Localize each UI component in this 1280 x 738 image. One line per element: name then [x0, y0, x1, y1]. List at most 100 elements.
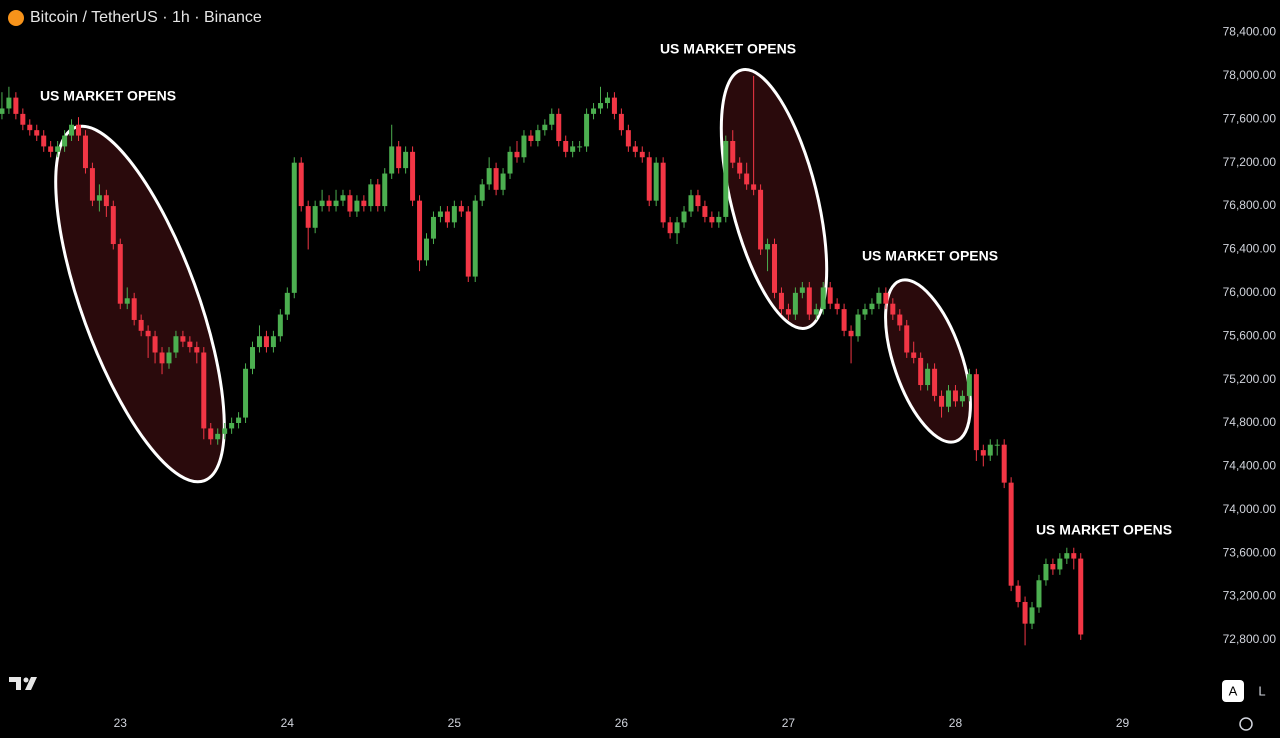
candle-body	[792, 292, 798, 315]
candle-body	[737, 162, 743, 174]
annotation: US MARKET OPENS	[1036, 522, 1172, 538]
candle-body	[674, 222, 680, 234]
candle-body	[291, 162, 297, 293]
candle-body	[13, 97, 19, 114]
candle-body	[1050, 564, 1056, 570]
candle-body	[270, 336, 276, 348]
candle-body	[827, 287, 833, 304]
candle-body	[980, 450, 986, 456]
candle-body	[604, 97, 610, 104]
candle-body	[820, 287, 826, 310]
candle-body	[368, 184, 374, 207]
candle-body	[709, 216, 715, 223]
candle-body	[312, 206, 318, 228]
y-tick-label: 76,000.00	[1223, 285, 1277, 299]
candle-body	[758, 189, 764, 250]
symbol-icon	[8, 10, 24, 26]
candle-body	[55, 146, 61, 152]
candle-body	[667, 222, 673, 234]
candle-body	[396, 146, 402, 169]
candle-body	[723, 141, 729, 217]
candle-body	[556, 113, 562, 141]
candle-body	[451, 206, 457, 223]
candle-body	[911, 352, 917, 358]
candle-body	[848, 330, 854, 337]
candle-body	[187, 341, 193, 348]
auto-scale-label[interactable]: A	[1229, 683, 1238, 698]
candle-body	[277, 314, 283, 337]
candle-body	[932, 368, 938, 396]
auto-scale-button[interactable]	[1222, 680, 1244, 702]
candle-body	[514, 151, 520, 158]
candle-body	[430, 216, 436, 239]
candle-body	[159, 352, 165, 364]
candle-body	[945, 390, 951, 407]
candle-body	[465, 211, 471, 277]
candle-body	[444, 211, 450, 223]
y-tick-label: 77,600.00	[1223, 111, 1277, 125]
candle-body	[778, 292, 784, 310]
candle-body	[521, 135, 527, 158]
candle-body	[939, 395, 945, 407]
candle-body	[250, 347, 256, 369]
candle-body	[772, 244, 778, 293]
candle-body	[1071, 553, 1077, 559]
candle-body	[382, 173, 388, 207]
candle-body	[925, 368, 931, 386]
y-tick-label: 78,400.00	[1223, 25, 1277, 39]
y-tick-label: 74,400.00	[1223, 459, 1277, 473]
candle-body	[375, 184, 381, 207]
candle-body	[528, 135, 534, 141]
candle-body	[284, 292, 290, 315]
candle-body	[472, 200, 478, 277]
candle-body	[493, 168, 499, 190]
candle-body	[897, 314, 903, 326]
candle-body	[215, 433, 221, 440]
candles	[0, 75, 1084, 646]
candle-body	[625, 130, 631, 147]
x-tick-label: 26	[615, 716, 629, 730]
candle-body	[751, 184, 757, 190]
y-tick-label: 74,000.00	[1223, 502, 1277, 516]
candle-body	[424, 238, 430, 261]
candle-body	[229, 423, 235, 429]
log-scale-label[interactable]: L	[1258, 683, 1265, 698]
y-tick-label: 76,400.00	[1223, 242, 1277, 256]
settings-icon[interactable]	[1239, 717, 1253, 731]
candle-body	[152, 336, 158, 353]
x-tick-label: 23	[114, 716, 128, 730]
candle-body	[256, 336, 262, 348]
candle-body	[117, 244, 123, 304]
candle-body	[437, 211, 443, 217]
candle-body	[194, 347, 200, 353]
candle-body	[542, 124, 548, 131]
candle-body	[41, 135, 47, 147]
candle-body	[347, 195, 353, 212]
candle-body	[243, 368, 249, 418]
candle-body	[1029, 607, 1035, 624]
chart-title[interactable]: Bitcoin / TetherUS · 1h · Binance	[30, 9, 262, 26]
candle-body	[1078, 558, 1084, 635]
y-tick-label: 74,800.00	[1223, 415, 1277, 429]
candle-body	[201, 352, 207, 429]
candle-body	[354, 200, 360, 212]
candle-body	[131, 298, 137, 320]
candle-body	[173, 336, 179, 353]
candle-body	[869, 303, 875, 310]
y-tick-label: 77,200.00	[1223, 155, 1277, 169]
candle-body	[305, 206, 311, 228]
candle-body	[27, 124, 33, 131]
candle-body	[660, 162, 666, 223]
candle-body	[862, 309, 868, 315]
candle-body	[765, 244, 771, 250]
candle-body	[632, 146, 638, 152]
candle-body	[695, 195, 701, 207]
candle-body	[0, 108, 5, 114]
x-tick-label: 24	[281, 716, 295, 730]
candle-body	[806, 287, 812, 315]
candle-body	[48, 146, 54, 152]
annotation: US MARKET OPENS	[40, 88, 176, 104]
candle-body	[841, 309, 847, 331]
candle-body	[876, 292, 882, 304]
